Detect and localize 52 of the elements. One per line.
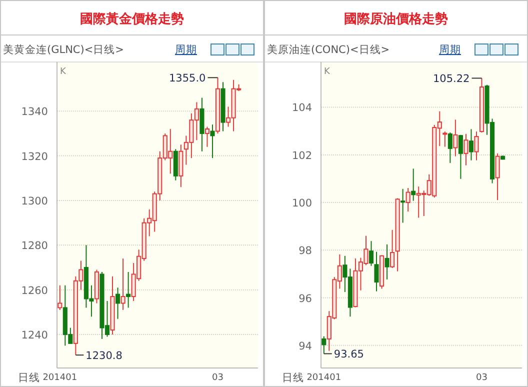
text: 日线: [282, 371, 304, 384]
y-tick-label: 102: [292, 150, 312, 162]
y-tick-label: 98: [298, 245, 312, 258]
annotation: 1230.8: [86, 350, 122, 362]
text: 日线: [18, 371, 40, 384]
candlestick: [322, 336, 326, 354]
candlestick: [374, 251, 379, 292]
y-tick-label: 1300: [21, 195, 48, 208]
y-tick-label: 1260: [21, 284, 48, 297]
candlestick: [448, 132, 452, 164]
y-tick-label: 1340: [21, 106, 48, 118]
text: 美黄金连(GLNC)<日线>: [3, 43, 124, 56]
chart-title: 國際原油價格走勢: [344, 11, 448, 27]
x-tick-label: 201401: [42, 373, 78, 383]
candlestick: [210, 124, 215, 159]
annotation: 1355.0: [168, 72, 206, 85]
annotation: 93.65: [334, 348, 364, 361]
candlestick: [458, 134, 463, 180]
candlestick: [115, 287, 120, 320]
candlestick: [390, 229, 395, 268]
y-tick-label: 96: [298, 292, 312, 305]
candlestick: [126, 271, 131, 308]
candlestick: [204, 126, 210, 148]
text: 周期: [175, 44, 197, 56]
y-tick-label: 104: [292, 102, 312, 114]
candlestick: [453, 119, 458, 157]
annotation: 105.22: [432, 73, 470, 86]
y-tick-label: 94: [298, 340, 312, 352]
y-tick-label: 1320: [21, 150, 48, 163]
candlestick: [464, 133, 468, 166]
y-tick-label: 100: [292, 198, 312, 210]
y-tick-label: 1280: [21, 240, 48, 252]
candlestick: [400, 188, 406, 224]
chart-title: 國際黃金價格走勢: [80, 11, 184, 27]
text: 周期: [439, 44, 461, 56]
candlestick: [474, 131, 479, 161]
candlestick: [368, 240, 374, 266]
x-tick-label: 03: [476, 373, 488, 383]
annotation: K: [324, 67, 331, 77]
x-tick-label: 201401: [306, 373, 342, 383]
candlestick: [384, 244, 390, 280]
candlestick: [411, 168, 416, 202]
candlestick: [406, 187, 410, 212]
candlestick: [495, 152, 500, 201]
candlestick: [442, 131, 448, 148]
candlestick: [120, 258, 126, 310]
candlestick: [58, 284, 62, 310]
y-tick-label: 1240: [21, 329, 48, 342]
candlestick: [468, 128, 474, 161]
text: 美原油连(CONC)<日线>: [267, 43, 390, 56]
annotation: K: [60, 67, 67, 77]
x-tick-label: 03: [212, 373, 224, 383]
